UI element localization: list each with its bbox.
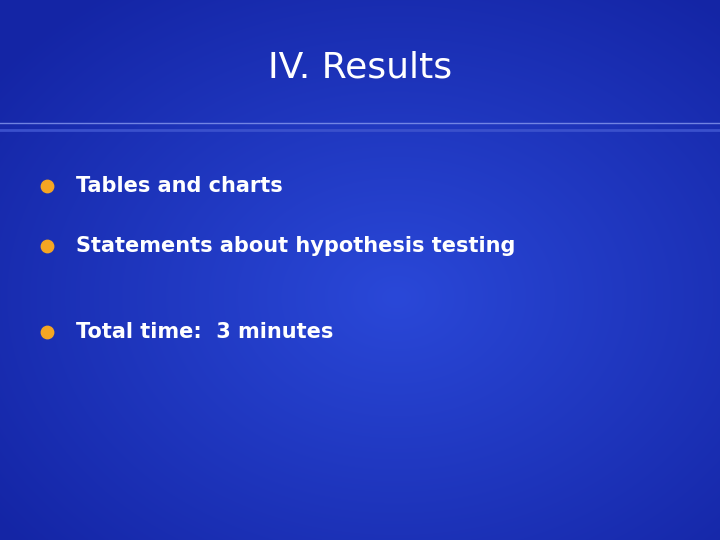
Point [41,241,53,250]
Point [41,182,53,191]
Text: IV. Results: IV. Results [268,51,452,84]
Text: Statements about hypothesis testing: Statements about hypothesis testing [76,235,515,256]
Point [41,328,53,336]
Text: Tables and charts: Tables and charts [76,176,282,197]
Text: Total time:  3 minutes: Total time: 3 minutes [76,322,333,342]
